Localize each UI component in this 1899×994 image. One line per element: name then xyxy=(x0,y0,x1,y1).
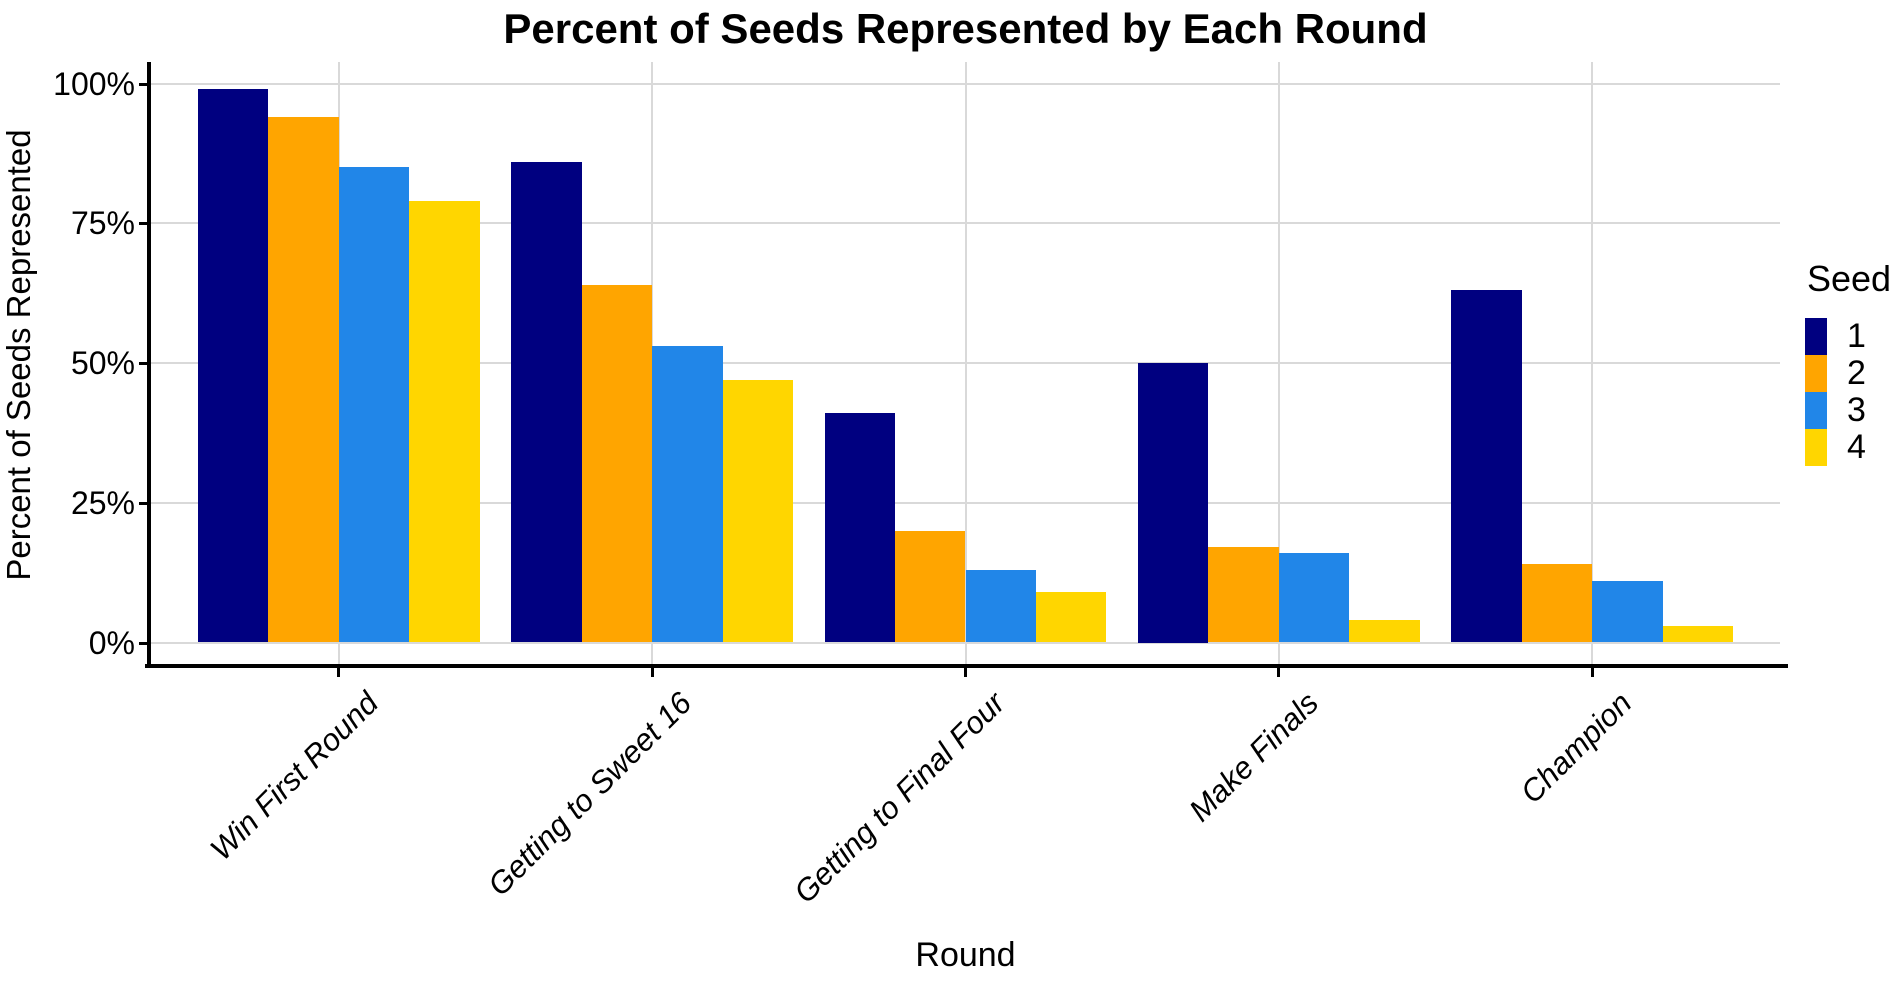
x-tick-mark xyxy=(964,668,967,677)
y-tick-mark xyxy=(139,362,147,365)
bar-seed2-3 xyxy=(895,530,966,643)
legend-item-seed-1: 1 xyxy=(1805,318,1891,355)
chart-title: Percent of Seeds Represented by Each Rou… xyxy=(503,5,1428,52)
y-tick-mark xyxy=(139,82,147,86)
bar-seed2-1 xyxy=(268,117,339,643)
legend-item-seed-2: 2 xyxy=(1805,355,1891,392)
bar-seed4-2 xyxy=(722,379,794,643)
x-tick-mark xyxy=(1590,668,1594,677)
bar-seed1-2 xyxy=(511,161,582,643)
y-tick-label: 100% xyxy=(53,65,135,102)
x-tick-mark xyxy=(337,668,341,677)
bar-seed2-2 xyxy=(581,284,653,643)
gridline-vertical xyxy=(1591,62,1594,668)
y-tick-label: 0% xyxy=(88,624,135,661)
legend-item-seed-3: 3 xyxy=(1805,392,1891,429)
bar-seed3-2 xyxy=(652,346,723,643)
bar-seed4-1 xyxy=(409,200,480,643)
y-tick-mark xyxy=(139,641,147,645)
legend-title: Seed xyxy=(1807,258,1892,299)
bar-seed1-3 xyxy=(824,413,895,643)
y-tick-label: 25% xyxy=(70,484,135,521)
x-tick-label: Win First Round xyxy=(203,685,386,867)
gridline-vertical xyxy=(964,62,967,668)
x-tick-mark xyxy=(1277,668,1281,677)
bar-seed3-4 xyxy=(1278,553,1350,643)
legend-swatch-seed-1 xyxy=(1805,318,1827,355)
bar-seed3-1 xyxy=(338,167,410,643)
bar-seed3-5 xyxy=(1592,581,1663,643)
legend-label-seed-2: 2 xyxy=(1847,354,1866,392)
x-axis-title: Round xyxy=(915,936,1016,974)
bar-seed1-4 xyxy=(1137,363,1209,643)
legend-item-seed-4: 4 xyxy=(1805,429,1891,466)
legend-label-seed-4: 4 xyxy=(1847,428,1866,466)
legend-swatch-seed-2 xyxy=(1805,355,1827,392)
x-axis-line xyxy=(145,664,1788,668)
legend-label-seed-1: 1 xyxy=(1847,317,1866,355)
x-tick-label: Getting to Final Four xyxy=(786,685,1012,910)
y-tick-mark xyxy=(139,222,147,226)
y-tick-label: 50% xyxy=(70,345,135,381)
plot-panel xyxy=(151,62,1780,668)
y-axis-line xyxy=(147,62,151,668)
x-tick-label: Champion xyxy=(1513,685,1639,810)
y-tick-mark xyxy=(139,501,147,505)
y-tick-label: 75% xyxy=(70,205,135,242)
gridline-vertical xyxy=(1277,62,1280,668)
bar-seed4-3 xyxy=(1035,592,1107,643)
bar-seed1-1 xyxy=(197,89,269,643)
bar-seed4-4 xyxy=(1349,620,1420,643)
bar-seed2-5 xyxy=(1521,564,1593,643)
bar-seed3-3 xyxy=(965,569,1036,643)
bar-seed4-5 xyxy=(1662,625,1733,643)
x-tick-mark xyxy=(650,668,654,677)
legend-label-seed-3: 3 xyxy=(1847,391,1866,429)
bar-seed2-4 xyxy=(1208,547,1279,643)
x-tick-label: Make Finals xyxy=(1181,685,1325,829)
x-tick-label: Getting to Sweet 16 xyxy=(480,685,699,903)
legend-swatch-seed-3 xyxy=(1805,392,1827,429)
legend-swatch-seed-4 xyxy=(1805,429,1827,466)
bar-seed1-5 xyxy=(1451,290,1522,643)
